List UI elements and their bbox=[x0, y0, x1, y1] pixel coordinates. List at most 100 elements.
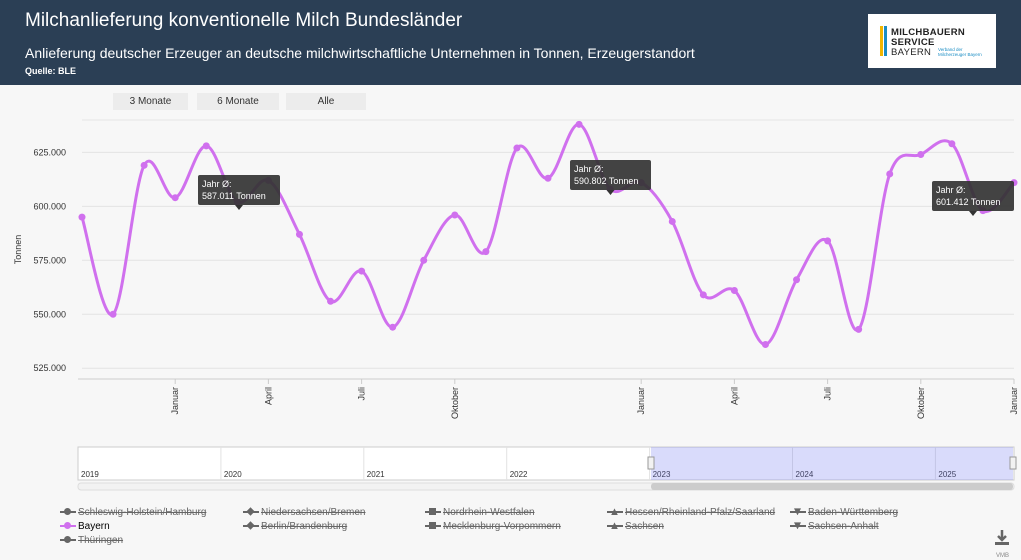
data-point bbox=[482, 248, 490, 256]
logo-line3: BAYERN bbox=[891, 47, 932, 58]
data-point bbox=[886, 170, 894, 178]
legend-marker-circle bbox=[64, 508, 71, 516]
legend-marker-square bbox=[429, 508, 436, 516]
annotation-value: 601.412 Tonnen bbox=[936, 197, 1000, 207]
y-tick-label: 550.000 bbox=[33, 309, 66, 319]
logo: MILCHBAUERN SERVICE BAYERN Verband der M… bbox=[868, 14, 996, 68]
legend-item[interactable]: Hessen/Rheinland-Pfalz/Saarland bbox=[607, 506, 775, 520]
annotation-callout: Jahr Ø: 590.802 Tonnen bbox=[570, 160, 651, 195]
annotation-label: Jahr Ø: bbox=[936, 185, 966, 195]
navigator-selection bbox=[651, 447, 1013, 480]
navigator-handle[interactable] bbox=[647, 456, 655, 470]
line-chart: 525.000 550.000 575.000 600.000 625.000 Tonne… bbox=[13, 119, 1019, 491]
legend-symbol bbox=[425, 521, 441, 531]
data-point bbox=[358, 267, 366, 275]
range-button-all[interactable]: Alle bbox=[286, 93, 366, 110]
chart-source: Quelle: BLE bbox=[25, 66, 77, 76]
data-point bbox=[420, 256, 428, 264]
legend-symbol bbox=[790, 507, 806, 517]
legend-item[interactable]: Sachsen bbox=[607, 520, 664, 534]
legend-symbol bbox=[243, 521, 259, 531]
data-point bbox=[917, 151, 925, 159]
legend-item[interactable]: Bayern bbox=[60, 520, 110, 534]
download-icon[interactable] bbox=[992, 528, 1012, 548]
data-point bbox=[668, 217, 676, 225]
legend-symbol bbox=[790, 521, 806, 531]
scrollbar-thumb[interactable] bbox=[651, 483, 1013, 490]
annotation-value: 590.802 Tonnen bbox=[574, 176, 638, 186]
logo-bar-blue bbox=[884, 26, 887, 56]
data-point bbox=[699, 291, 707, 299]
legend-symbol bbox=[425, 507, 441, 517]
y-tick-label: 575.000 bbox=[33, 255, 66, 265]
data-point bbox=[171, 194, 179, 202]
legend-marker-diamond bbox=[246, 521, 255, 531]
x-tick-label: April bbox=[263, 387, 273, 405]
legend-marker-square bbox=[429, 522, 436, 530]
y-axis-title: Tonnen bbox=[13, 235, 23, 265]
annotation-pointer bbox=[235, 205, 243, 210]
legend-symbol bbox=[607, 521, 623, 531]
data-point bbox=[544, 174, 552, 182]
legend-item[interactable]: Schleswig-Holstein/Hamburg bbox=[60, 506, 206, 520]
x-tick-label: April bbox=[729, 387, 739, 405]
x-tick-label: Januar bbox=[170, 387, 180, 415]
x-tick-label: Juli bbox=[823, 387, 833, 401]
range-button-6-months[interactable]: 6 Monate bbox=[197, 93, 279, 110]
legend-marker-triangle-down bbox=[794, 522, 801, 530]
y-tick-label: 525.000 bbox=[33, 363, 66, 373]
annotation-label: Jahr Ø: bbox=[202, 179, 232, 189]
data-point bbox=[389, 323, 397, 331]
legend: Schleswig-Holstein/Hamburg Niedersachsen/… bbox=[0, 503, 1021, 560]
navigator-year-label: 2025 bbox=[938, 470, 956, 479]
legend-item[interactable]: Berlin/Brandenburg bbox=[243, 520, 347, 534]
navigator-year-label: 2020 bbox=[224, 470, 242, 479]
data-point bbox=[109, 310, 117, 318]
legend-item[interactable]: Mecklenburg-Vorpommern bbox=[425, 520, 561, 534]
legend-symbol bbox=[243, 507, 259, 517]
annotation-pointer bbox=[969, 211, 977, 216]
annotation-box bbox=[932, 181, 1014, 211]
annotation-label: Jahr Ø: bbox=[574, 164, 604, 174]
legend-item[interactable]: Niedersachsen/Bremen bbox=[243, 506, 366, 520]
legend-marker-circle bbox=[64, 522, 71, 530]
navigator-frame bbox=[77, 446, 1015, 481]
legend-label: Niedersachsen/Bremen bbox=[261, 507, 366, 518]
legend-item[interactable]: Thüringen bbox=[60, 534, 123, 548]
logo-tagline: Verband der Milcherzeuger Bayern bbox=[938, 47, 982, 57]
legend-item[interactable]: Nordrhein-Westfalen bbox=[425, 506, 535, 520]
data-point bbox=[793, 276, 801, 284]
annotation-value: 587.011 Tonnen bbox=[202, 191, 266, 201]
x-tick-label: Januar bbox=[636, 387, 646, 415]
navigator-year-label: 2021 bbox=[367, 470, 385, 479]
data-point bbox=[295, 230, 303, 238]
data-point bbox=[824, 237, 832, 245]
range-button-3-months[interactable]: 3 Monate bbox=[113, 93, 188, 110]
legend-label: Baden-Württemberg bbox=[808, 507, 899, 518]
data-point bbox=[730, 287, 738, 295]
data-point bbox=[948, 140, 956, 148]
legend-label: Thüringen bbox=[78, 535, 124, 546]
legend-label: Nordrhein-Westfalen bbox=[443, 507, 535, 518]
legend-label: Schleswig-Holstein/Hamburg bbox=[78, 507, 207, 518]
y-tick-label: 625.000 bbox=[33, 147, 66, 157]
navigator-handle[interactable] bbox=[1009, 456, 1017, 470]
legend-symbol bbox=[60, 535, 76, 545]
legend-label: Hessen/Rheinland-Pfalz/Saarland bbox=[625, 507, 776, 518]
data-point bbox=[327, 297, 335, 305]
navigator-year-label: 2022 bbox=[510, 470, 528, 479]
legend-item[interactable]: Sachsen-Anhalt bbox=[790, 520, 879, 534]
legend-marker-circle bbox=[64, 536, 71, 544]
legend-symbol bbox=[60, 521, 76, 531]
logo-bar-yellow bbox=[880, 26, 883, 56]
logo-line2: SERVICE bbox=[891, 37, 935, 48]
legend-marker-triangle-down bbox=[794, 508, 801, 516]
legend-label: Bayern bbox=[78, 521, 110, 532]
data-point bbox=[140, 161, 148, 169]
logo-line1: MILCHBAUERN bbox=[891, 27, 966, 38]
legend-label: Berlin/Brandenburg bbox=[261, 521, 348, 532]
chart-subtitle: Anlieferung deutscher Erzeuger an deutsc… bbox=[25, 45, 695, 61]
navigator-year-label: 2024 bbox=[796, 470, 814, 479]
x-tick-label: Januar bbox=[1009, 387, 1019, 415]
legend-item[interactable]: Baden-Württemberg bbox=[790, 506, 898, 520]
